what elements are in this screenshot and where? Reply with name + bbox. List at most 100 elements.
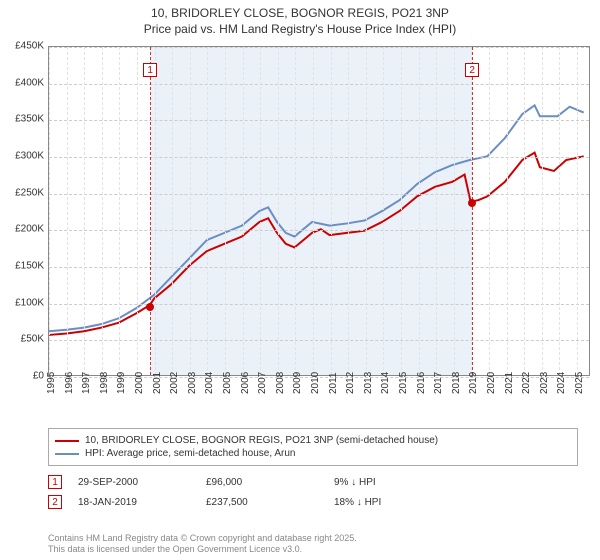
x-gridline	[419, 47, 420, 375]
y-tick-label: £100K	[15, 297, 44, 308]
chart-title-block: 10, BRIDORLEY CLOSE, BOGNOR REGIS, PO21 …	[0, 0, 600, 39]
x-gridline	[295, 47, 296, 375]
legend-container: 10, BRIDORLEY CLOSE, BOGNOR REGIS, PO21 …	[48, 428, 578, 512]
x-tick-label: 1999	[116, 372, 127, 394]
x-gridline	[366, 47, 367, 375]
x-tick-label: 2003	[187, 372, 198, 394]
x-tick-label: 2019	[468, 372, 479, 394]
x-tick-label: 2007	[257, 372, 268, 394]
legend-row-hpi: HPI: Average price, semi-detached house,…	[55, 448, 571, 459]
x-tick-label: 2014	[380, 372, 391, 394]
x-tick-label: 2011	[328, 372, 339, 394]
legend-swatch-red	[55, 440, 79, 442]
x-gridline	[172, 47, 173, 375]
x-tick-label: 1997	[81, 372, 92, 394]
x-tick-label: 2002	[169, 372, 180, 394]
mark-vline	[150, 47, 151, 375]
x-gridline	[190, 47, 191, 375]
y-tick-label: £350K	[15, 114, 44, 125]
y-gridline	[49, 230, 589, 231]
x-gridline	[348, 47, 349, 375]
x-gridline	[225, 47, 226, 375]
y-gridline	[49, 47, 589, 48]
title-line2: Price paid vs. HM Land Registry's House …	[0, 22, 600, 38]
y-gridline	[49, 157, 589, 158]
plot-area: 12	[48, 46, 590, 376]
x-gridline	[49, 47, 50, 375]
tx-date: 29-SEP-2000	[78, 477, 198, 488]
transaction-row: 1 29-SEP-2000 £96,000 9% ↓ HPI	[48, 472, 578, 492]
y-tick-label: £450K	[15, 41, 44, 52]
tx-delta: 9% ↓ HPI	[334, 477, 454, 488]
x-tick-label: 2001	[152, 372, 163, 394]
x-gridline	[260, 47, 261, 375]
chart-container: £0 £50K £100K £150K £200K £250K £300K £350K £400…	[0, 40, 600, 420]
mark-box-2: 2	[465, 63, 479, 77]
y-tick-label: £200K	[15, 224, 44, 235]
x-tick-label: 1995	[46, 372, 57, 394]
x-gridline	[559, 47, 560, 375]
legend-row-price-paid: 10, BRIDORLEY CLOSE, BOGNOR REGIS, PO21 …	[55, 435, 571, 446]
y-axis: £0£50K£100K£150K£200K£250K£300K£350K£400…	[0, 46, 46, 376]
x-tick-label: 2012	[345, 372, 356, 394]
x-gridline	[577, 47, 578, 375]
mark-vline	[472, 47, 473, 375]
tx-delta: 18% ↓ HPI	[334, 497, 454, 508]
y-gridline	[49, 267, 589, 268]
x-tick-label: 2006	[240, 372, 251, 394]
x-gridline	[84, 47, 85, 375]
x-tick-label: 2000	[134, 372, 145, 394]
tx-price: £237,500	[206, 497, 326, 508]
y-tick-label: £50K	[21, 334, 44, 345]
footer-attribution: Contains HM Land Registry data © Crown c…	[48, 533, 357, 556]
x-gridline	[207, 47, 208, 375]
x-tick-label: 2018	[451, 372, 462, 394]
x-tick-label: 2013	[363, 372, 374, 394]
transaction-row: 218-JAN-2019£237,50018% ↓ HPI	[48, 492, 578, 512]
x-tick-label: 2016	[416, 372, 427, 394]
x-gridline	[383, 47, 384, 375]
x-tick-label: 1998	[99, 372, 110, 394]
mark-box-1: 1	[143, 63, 157, 77]
y-tick-label: £400K	[15, 77, 44, 88]
title-line1: 10, BRIDORLEY CLOSE, BOGNOR REGIS, PO21 …	[0, 6, 600, 22]
x-gridline	[507, 47, 508, 375]
y-tick-label: £150K	[15, 261, 44, 272]
footer-line2: This data is licensed under the Open Gov…	[48, 544, 357, 556]
mark-dot-2	[468, 199, 476, 207]
x-gridline	[331, 47, 332, 375]
line-price-paid	[49, 153, 584, 335]
legend-box: 10, BRIDORLEY CLOSE, BOGNOR REGIS, PO21 …	[48, 428, 578, 466]
y-gridline	[49, 304, 589, 305]
chart-lines	[49, 47, 589, 375]
transaction-table: 129-SEP-2000£96,0009% ↓ HPI218-JAN-2019£…	[48, 472, 578, 512]
x-gridline	[489, 47, 490, 375]
legend-label-2: HPI: Average price, semi-detached house,…	[85, 448, 296, 459]
line-hpi	[49, 105, 584, 331]
y-tick-label: £250K	[15, 187, 44, 198]
x-tick-label: 2008	[275, 372, 286, 394]
x-gridline	[67, 47, 68, 375]
footer-line1: Contains HM Land Registry data © Crown c…	[48, 533, 357, 545]
x-gridline	[119, 47, 120, 375]
legend-swatch-blue	[55, 453, 79, 455]
legend-label-1: 10, BRIDORLEY CLOSE, BOGNOR REGIS, PO21 …	[85, 435, 438, 446]
x-gridline	[243, 47, 244, 375]
x-tick-label: 2020	[486, 372, 497, 394]
x-gridline	[454, 47, 455, 375]
x-tick-label: 2004	[204, 372, 215, 394]
x-gridline	[436, 47, 437, 375]
y-tick-label: £300K	[15, 151, 44, 162]
x-tick-label: 2010	[310, 372, 321, 394]
x-tick-label: 2017	[433, 372, 444, 394]
y-tick-label: £0	[33, 371, 44, 382]
y-gridline	[49, 120, 589, 121]
x-tick-label: 2005	[222, 372, 233, 394]
y-gridline	[49, 340, 589, 341]
x-gridline	[313, 47, 314, 375]
tx-price: £96,000	[206, 477, 326, 488]
tx-mark-box: 1	[48, 475, 62, 489]
x-gridline	[137, 47, 138, 375]
y-gridline	[49, 194, 589, 195]
x-gridline	[401, 47, 402, 375]
